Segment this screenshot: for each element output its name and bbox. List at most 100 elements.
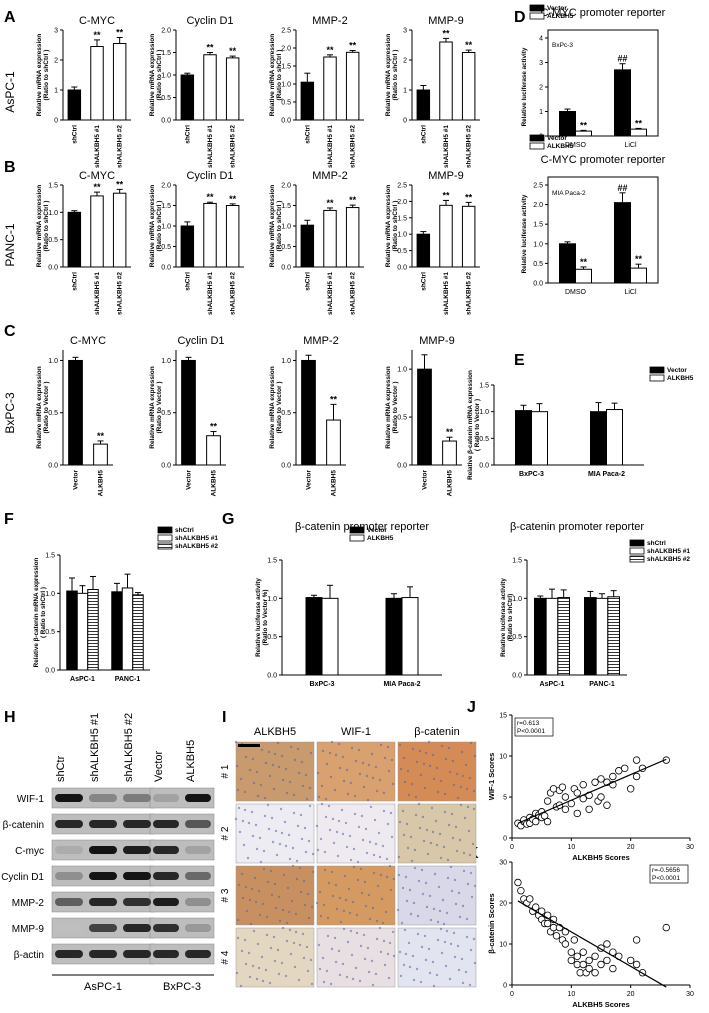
x-tick-label: ALKBH5 xyxy=(98,470,105,497)
nucleus xyxy=(354,966,358,970)
bar xyxy=(67,211,82,268)
nucleus xyxy=(262,849,266,853)
scatter-point xyxy=(632,936,641,944)
nucleus xyxy=(360,814,364,818)
nucleus xyxy=(367,763,371,767)
fit-line xyxy=(517,900,667,988)
grouped-chart-E: 0.0 0.5 1.0 1.5 Relative β-catenin mRNA expr… xyxy=(467,366,694,480)
legend-swatch xyxy=(529,134,545,142)
nucleus xyxy=(380,897,384,901)
y-tick-label: 0.5 xyxy=(161,410,171,417)
nucleus xyxy=(246,856,250,860)
nucleus xyxy=(372,853,376,857)
nucleus xyxy=(398,820,402,824)
band xyxy=(89,794,117,802)
bar xyxy=(323,209,337,268)
nucleus xyxy=(276,741,280,745)
nucleus xyxy=(316,848,320,852)
nucleus xyxy=(356,878,360,882)
bar xyxy=(461,205,476,268)
nucleus xyxy=(297,978,301,982)
nucleus xyxy=(247,821,251,825)
panel-letter: G xyxy=(222,511,234,528)
nucleus xyxy=(452,931,456,935)
nucleus xyxy=(317,795,321,799)
nucleus xyxy=(345,845,349,849)
x-tick-label: shALKBH5 #2 xyxy=(466,272,473,315)
nucleus xyxy=(416,914,420,918)
y-tick-label: 1.5 xyxy=(161,50,171,57)
nucleus xyxy=(436,920,440,924)
nucleus xyxy=(303,826,307,830)
bar xyxy=(66,590,78,671)
blot-row-label: MMP-2 xyxy=(12,898,45,909)
y-tick-label: 1.5 xyxy=(267,558,277,565)
bar xyxy=(225,205,240,268)
significance-label: ** xyxy=(580,120,588,130)
nucleus xyxy=(441,898,445,902)
nucleus xyxy=(385,875,389,879)
x-tick-label: 30 xyxy=(686,991,694,998)
stats-label: P<0.0001 xyxy=(517,728,545,735)
chart-title: MMP-2 xyxy=(312,170,347,182)
y-tick-label: 2 xyxy=(403,58,407,65)
chart-title: MMP-2 xyxy=(312,15,347,27)
scatter-point xyxy=(626,956,635,965)
nucleus xyxy=(424,751,428,755)
nucleus xyxy=(456,944,460,948)
nucleus xyxy=(342,909,346,913)
y-tick-label: 0.0 xyxy=(533,281,543,288)
y-tick-label: 2.0 xyxy=(281,183,291,190)
y-tick-label: 1.0 xyxy=(479,409,489,416)
nucleus xyxy=(436,790,440,794)
grouped-chart-D-mia: C-MYC promoter reporter MIA Paca-2 0.0 0.5 1… xyxy=(521,134,666,296)
y-axis-label: Relative mRNA expression xyxy=(385,366,392,449)
nucleus xyxy=(431,753,435,757)
nucleus xyxy=(392,877,396,881)
nucleus xyxy=(330,870,334,874)
legend-label: Vector xyxy=(547,5,567,12)
nucleus xyxy=(255,770,259,774)
nucleus xyxy=(252,929,256,933)
nucleus xyxy=(346,940,350,944)
nucleus xyxy=(320,802,324,806)
row-label: AsPC-1 xyxy=(3,71,17,113)
band xyxy=(153,820,179,828)
nucleus xyxy=(329,775,333,779)
bar xyxy=(68,359,83,466)
y-tick-label: 0.0 xyxy=(267,673,277,680)
nucleus xyxy=(351,977,355,981)
ihc-image xyxy=(316,803,396,864)
x-tick-label: shCtrl xyxy=(71,125,78,144)
nucleus xyxy=(467,829,471,833)
significance-label: ** xyxy=(442,190,450,200)
nucleus xyxy=(258,913,262,917)
y-axis-label: (Ratio to Vector ) xyxy=(392,381,399,433)
nucleus xyxy=(348,834,352,838)
y-axis-label: (Ratio to shCtrl ) xyxy=(392,201,399,252)
y-axis-label: Relative mRNA expression xyxy=(149,185,156,268)
y-axis-label: Relative mRNA expression xyxy=(149,34,156,117)
nucleus xyxy=(303,903,307,907)
band xyxy=(55,924,83,932)
scatter-point xyxy=(603,940,611,948)
nucleus xyxy=(451,836,455,840)
bar xyxy=(630,128,647,137)
nucleus xyxy=(428,894,432,898)
nucleus xyxy=(392,954,396,958)
y-tick-label: 2 xyxy=(539,85,543,92)
grouped-chart-D-bxpc3: C-MYC promoter reporterBxPc-301234Relati… xyxy=(521,4,666,149)
nucleus xyxy=(341,962,345,966)
bar xyxy=(67,89,82,121)
x-tick-label: shALKBH5 #1 xyxy=(207,125,214,168)
x-tick-label: MIA Paca-2 xyxy=(383,681,420,688)
nucleus xyxy=(442,922,446,926)
scatter-point xyxy=(543,797,552,805)
nucleus xyxy=(382,809,386,813)
nucleus xyxy=(381,844,385,848)
nucleus xyxy=(462,869,466,873)
nucleus xyxy=(328,828,332,832)
nucleus xyxy=(345,768,349,772)
bar xyxy=(607,596,620,676)
